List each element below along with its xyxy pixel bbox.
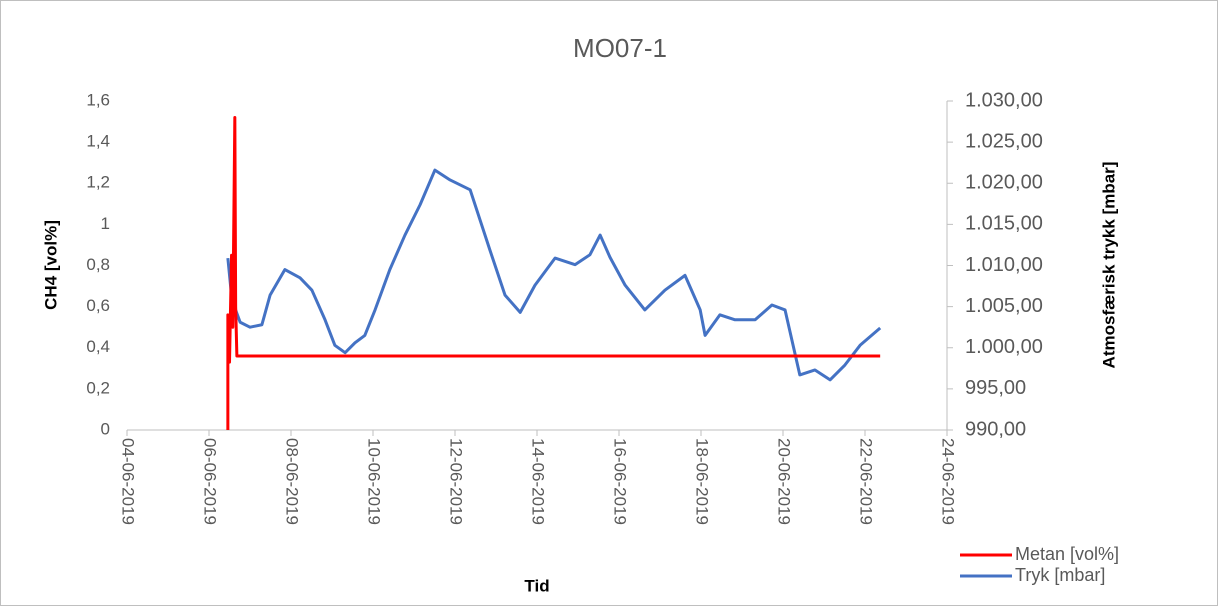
x-tick-label: 14-06-2019	[529, 438, 548, 525]
y-tick-label: 0,4	[86, 337, 110, 356]
series-line	[226, 115, 881, 430]
series-line	[226, 168, 882, 382]
y2-tick-label: 1.015,00	[965, 213, 1043, 235]
y-tick-label: 1,6	[86, 90, 110, 109]
x-tick-label: 16-06-2019	[611, 438, 630, 525]
legend-label: Metan [vol%]	[1015, 544, 1119, 564]
y2-tick-label: 1.005,00	[965, 295, 1043, 317]
y2-tick-label: 1.010,00	[965, 254, 1043, 276]
x-tick-label: 22-06-2019	[857, 438, 876, 525]
x-tick-label: 20-06-2019	[775, 438, 794, 525]
x-tick-label: 10-06-2019	[365, 438, 384, 525]
x-tick-label: 08-06-2019	[283, 438, 302, 525]
y-tick-label: 1,2	[86, 173, 110, 192]
x-tick-label: 12-06-2019	[447, 438, 466, 525]
x-tick-label: 04-06-2019	[119, 438, 138, 525]
y-tick-label: 1	[101, 214, 110, 233]
x-tick-label: 18-06-2019	[693, 438, 712, 525]
legend-label: Tryk [mbar]	[1015, 565, 1105, 585]
chart-title: MO07-1	[573, 33, 667, 63]
y2-tick-label: 1.025,00	[965, 130, 1043, 152]
y-tick-label: 0,2	[86, 378, 110, 397]
x-axis-title: Tid	[524, 576, 549, 595]
y-tick-label: 0,6	[86, 296, 110, 315]
y2-axis-title: Atmosfærisk trykk [mbar]	[1099, 162, 1118, 369]
x-tick-label: 06-06-2019	[201, 438, 220, 525]
y2-tick-label: 1.000,00	[965, 336, 1043, 358]
y-tick-label: 1,4	[86, 132, 110, 151]
x-tick-label: 24-06-2019	[939, 438, 958, 525]
y2-tick-label: 990,00	[965, 418, 1026, 440]
y-axis-title: CH4 [vol%]	[41, 220, 60, 310]
y2-tick-label: 1.020,00	[965, 172, 1043, 194]
y-tick-label: 0	[101, 419, 110, 438]
y2-tick-label: 1.030,00	[965, 89, 1043, 111]
y2-tick-label: 995,00	[965, 377, 1026, 399]
y-tick-label: 0,8	[86, 255, 110, 274]
